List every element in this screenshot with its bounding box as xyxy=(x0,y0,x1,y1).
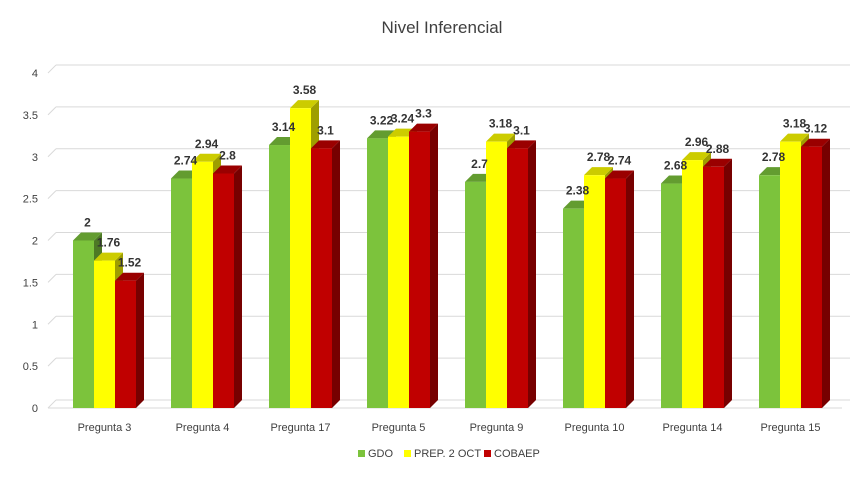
data-label: 2.74 xyxy=(174,154,198,168)
data-label: 2.94 xyxy=(195,137,219,151)
x-tick-label: Pregunta 9 xyxy=(470,422,524,434)
bar-cobaep-pregunta-14 xyxy=(703,158,732,408)
legend-label: COBAEP xyxy=(494,448,540,460)
x-tick-label: Pregunta 14 xyxy=(663,422,723,434)
data-label: 3.58 xyxy=(293,83,317,97)
legend-item-prep-2-oct: PREP. 2 OCT xyxy=(404,448,481,460)
gridline-depth xyxy=(47,357,57,367)
x-tick-label: Pregunta 15 xyxy=(761,422,821,434)
data-label: 2.8 xyxy=(219,149,236,163)
bar-cobaep-pregunta-10 xyxy=(605,170,634,408)
data-label: 3.1 xyxy=(317,123,334,137)
x-tick-label: Pregunta 4 xyxy=(176,422,230,434)
bar-cobaep-pregunta-9 xyxy=(507,140,536,408)
y-tick-label: 0 xyxy=(32,403,38,415)
bar-cobaep-pregunta-15 xyxy=(801,138,830,408)
y-tick-label: 1 xyxy=(32,319,38,331)
legend-label: PREP. 2 OCT xyxy=(414,448,481,460)
data-label: 3.12 xyxy=(804,122,828,136)
y-axis: 0 0.5 1 1.5 2 2.5 3 3.5 4 xyxy=(23,68,38,415)
bar-cobaep-pregunta-17 xyxy=(311,140,340,408)
gridline-depth xyxy=(47,148,57,158)
y-tick-label: 2 xyxy=(32,236,38,248)
data-label: 3.18 xyxy=(489,117,513,131)
bars xyxy=(73,100,830,409)
data-label: 2.74 xyxy=(608,154,632,168)
x-tick-label: Pregunta 10 xyxy=(565,422,625,434)
chart-title: Nivel Inferencial xyxy=(382,18,503,37)
gridline-depth xyxy=(47,190,57,199)
bar-cobaep-pregunta-4 xyxy=(213,165,242,408)
data-label: 2.38 xyxy=(566,184,590,198)
x-tick-label: Pregunta 5 xyxy=(372,422,426,434)
data-label: 2.78 xyxy=(587,150,611,164)
y-tick-label: 2.5 xyxy=(23,194,38,206)
gridline-depth xyxy=(47,232,57,241)
x-tick-label: Pregunta 17 xyxy=(271,422,331,434)
data-label: 1.76 xyxy=(97,236,121,250)
data-label: 3.22 xyxy=(370,113,394,127)
legend-item-gdo: GDO xyxy=(358,448,394,460)
legend-item-cobaep: COBAEP xyxy=(484,448,540,460)
legend: GDO PREP. 2 OCT COBAEP xyxy=(358,448,540,460)
data-labels: 21.761.522.742.942.83.143.583.13.223.24 3… xyxy=(84,83,827,270)
data-label: 2.68 xyxy=(664,159,688,173)
y-tick-label: 1.5 xyxy=(23,277,38,289)
bar-cobaep-pregunta-5 xyxy=(409,123,438,408)
legend-swatch xyxy=(358,450,365,457)
data-label: 3.18 xyxy=(783,117,807,131)
gridline-depth xyxy=(47,106,57,116)
legend-label: GDO xyxy=(368,448,394,460)
y-tick-label: 3.5 xyxy=(23,110,38,122)
x-tick-label: Pregunta 3 xyxy=(78,422,132,434)
gridline-depth xyxy=(47,399,57,409)
legend-swatch xyxy=(404,450,411,457)
data-label: 3.1 xyxy=(513,123,530,137)
y-tick-label: 3 xyxy=(32,152,38,164)
data-label: 1.52 xyxy=(118,256,142,270)
x-axis: Pregunta 3 Pregunta 4 Pregunta 17 Pregunta … xyxy=(78,422,821,434)
data-label: 2 xyxy=(84,216,91,230)
data-label: 2.7 xyxy=(471,157,488,171)
gridline-depth xyxy=(47,64,57,74)
data-label: 2.96 xyxy=(685,135,709,149)
y-tick-label: 4 xyxy=(32,68,38,80)
data-label: 2.88 xyxy=(706,142,730,156)
data-label: 3.3 xyxy=(415,107,432,121)
data-label: 2.78 xyxy=(762,150,786,164)
data-label: 3.24 xyxy=(391,112,415,126)
gridline-depth xyxy=(47,315,57,325)
bar-cobaep-pregunta-3 xyxy=(115,272,144,408)
data-label: 3.14 xyxy=(272,120,296,134)
legend-swatch xyxy=(484,450,491,457)
y-tick-label: 0.5 xyxy=(23,361,38,373)
gridline-depth xyxy=(47,274,57,283)
